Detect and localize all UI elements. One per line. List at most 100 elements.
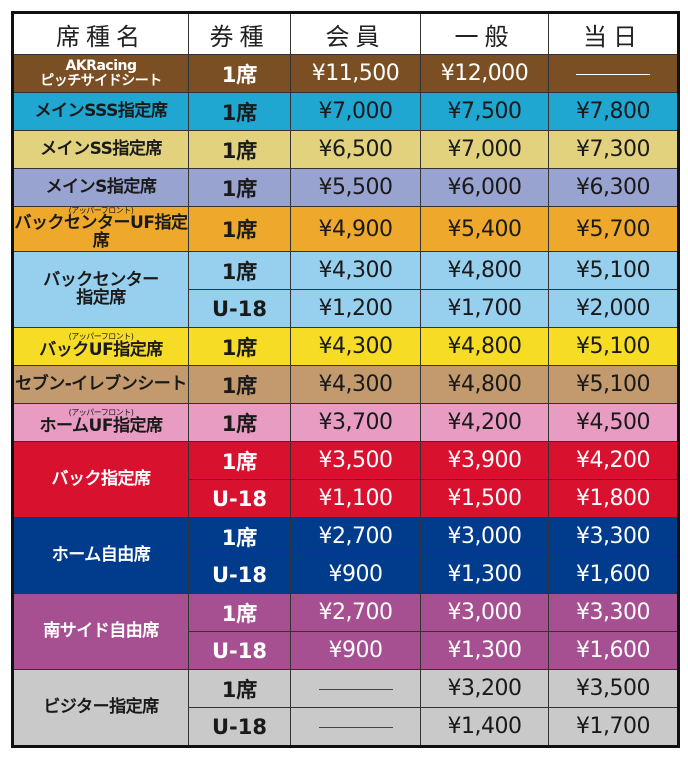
price-member: ¥5,500 <box>290 168 421 207</box>
ticket-type: 1席 <box>188 593 291 633</box>
table-row: ホーム自由席 1席 ¥2,700 ¥3,000 ¥3,300 <box>12 517 679 595</box>
ticket-type: 1席 <box>188 168 291 207</box>
price-general: ¥6,000 <box>420 168 549 207</box>
price-same-day: ¥3,500 <box>548 669 679 709</box>
ticket-type: U-18 <box>188 289 291 329</box>
price-general: ¥3,900 <box>420 441 549 481</box>
price-general: ¥7,500 <box>420 92 549 131</box>
seat-name-line2: ピッチサイドシート <box>40 72 162 89</box>
price-general: ¥4,800 <box>420 365 549 405</box>
ticket-type: U-18 <box>188 631 291 671</box>
not-available-dash <box>318 688 393 690</box>
price-same-day: ¥5,100 <box>548 251 679 291</box>
price-general: ¥5,400 <box>420 205 549 253</box>
price-same-day: ¥1,800 <box>548 479 679 519</box>
seat-name-text: バックUF指定席 <box>39 339 163 360</box>
seat-name-text: 南サイド自由席 <box>43 620 159 641</box>
price-member: ¥11,500 <box>290 54 421 93</box>
price-general: ¥4,200 <box>420 403 549 443</box>
price-general: ¥1,300 <box>420 555 549 595</box>
price-member: ¥7,000 <box>290 92 421 131</box>
seat-name: (アッパーフロント) バックUF指定席 <box>12 327 189 367</box>
ticket-type: 1席 <box>188 92 291 131</box>
seat-name: ホーム自由席 <box>12 517 189 595</box>
seat-name: (アッパーフロント) バックセンターUF指定席 <box>12 205 189 253</box>
ticket-type: 1席 <box>188 441 291 481</box>
price-member: ¥900 <box>290 631 421 671</box>
seat-name: 南サイド自由席 <box>12 593 189 671</box>
ticket-type: 1席 <box>188 54 291 93</box>
price-member: ¥900 <box>290 555 421 595</box>
seat-name-text: ホーム自由席 <box>51 544 151 565</box>
price-same-day: ¥5,100 <box>548 365 679 405</box>
price-same-day: ¥2,000 <box>548 289 679 329</box>
table-row: 南サイド自由席 1席 ¥2,700 ¥3,000 ¥3,300 <box>12 593 679 671</box>
table-row: バック指定席 1席 ¥3,500 ¥3,900 ¥4,200 <box>12 441 679 519</box>
price-same-day <box>548 54 679 93</box>
ticket-type: 1席 <box>188 365 291 405</box>
price-general: ¥1,300 <box>420 631 549 671</box>
price-member: ¥1,200 <box>290 289 421 329</box>
price-member: ¥2,700 <box>290 593 421 633</box>
price-general: ¥4,800 <box>420 251 549 291</box>
ticket-type: U-18 <box>188 707 291 748</box>
price-general: ¥3,000 <box>420 517 549 557</box>
price-member: ¥4,300 <box>290 365 421 405</box>
table-row: AKRacing ピッチサイドシート 1席 ¥11,500 ¥12,000 <box>12 54 679 93</box>
price-member <box>290 669 421 709</box>
ticket-type: U-18 <box>188 555 291 595</box>
price-member: ¥6,500 <box>290 130 421 169</box>
ticket-type: 1席 <box>188 327 291 367</box>
seat-name-text: ホームUF指定席 <box>39 415 163 436</box>
price-general: ¥3,200 <box>420 669 549 709</box>
header-ticket-type: 券種 <box>188 12 291 55</box>
ticket-type: 1席 <box>188 669 291 709</box>
price-member: ¥3,700 <box>290 403 421 443</box>
not-available-dash <box>576 73 650 75</box>
table-row: メインS指定席 1席 ¥5,500 ¥6,000 ¥6,300 <box>12 168 679 207</box>
ticket-type: 1席 <box>188 205 291 253</box>
price-same-day: ¥1,600 <box>548 631 679 671</box>
ticket-type: 1席 <box>188 251 291 291</box>
table-row: メインSS指定席 1席 ¥6,500 ¥7,000 ¥7,300 <box>12 130 679 169</box>
table-row: (アッパーフロント) バックUF指定席 1席 ¥4,300 ¥4,800 ¥5,100 <box>12 327 679 367</box>
table-row: (アッパーフロント) バックセンターUF指定席 1席 ¥4,900 ¥5,400 ¥5,7… <box>12 205 679 253</box>
price-same-day: ¥7,800 <box>548 92 679 131</box>
price-same-day: ¥3,300 <box>548 593 679 633</box>
price-same-day: ¥4,500 <box>548 403 679 443</box>
ticket-price-table: 席種名 券種 会員 一般 当日 AKRacing ピッチサイドシート 1席 ¥11,500 ¥1… <box>11 11 680 749</box>
table-row: (アッパーフロント) ホームUF指定席 1席 ¥3,700 ¥4,200 ¥4,500 <box>12 403 679 443</box>
price-same-day: ¥4,200 <box>548 441 679 481</box>
seat-name: メインS指定席 <box>12 168 189 207</box>
price-general: ¥1,400 <box>420 707 549 748</box>
seat-name-text: ビジター指定席 <box>43 696 159 717</box>
seat-name: バック指定席 <box>12 441 189 519</box>
table-row: メインSSS指定席 1席 ¥7,000 ¥7,500 ¥7,800 <box>12 92 679 131</box>
price-general: ¥4,800 <box>420 327 549 367</box>
seat-name-line2: 指定席 <box>76 287 126 308</box>
header-general: 一般 <box>420 12 549 55</box>
table-row: セブン-イレブンシート 1席 ¥4,300 ¥4,800 ¥5,100 <box>12 365 679 405</box>
price-same-day: ¥6,300 <box>548 168 679 207</box>
price-general: ¥7,000 <box>420 130 549 169</box>
seat-note: (アッパーフロント) <box>68 206 134 215</box>
seat-name-text: バックセンターUF指定席 <box>14 213 188 252</box>
price-same-day: ¥5,700 <box>548 205 679 253</box>
price-member: ¥3,500 <box>290 441 421 481</box>
seat-name: ビジター指定席 <box>12 669 189 748</box>
seat-note: (アッパーフロント) <box>68 332 134 342</box>
header-seat-name: 席種名 <box>12 12 189 55</box>
price-same-day: ¥1,600 <box>548 555 679 595</box>
seat-note: (アッパーフロント) <box>68 408 134 418</box>
price-member: ¥4,900 <box>290 205 421 253</box>
seat-name: メインSS指定席 <box>12 130 189 169</box>
price-same-day: ¥3,300 <box>548 517 679 557</box>
price-same-day: ¥5,100 <box>548 327 679 367</box>
price-member: ¥1,100 <box>290 479 421 519</box>
seat-name-text: バックセンター <box>43 269 159 290</box>
price-member: ¥4,300 <box>290 251 421 291</box>
price-general: ¥12,000 <box>420 54 549 93</box>
price-member <box>290 707 421 748</box>
price-general: ¥1,700 <box>420 289 549 329</box>
seat-name: バックセンター 指定席 <box>12 251 189 329</box>
